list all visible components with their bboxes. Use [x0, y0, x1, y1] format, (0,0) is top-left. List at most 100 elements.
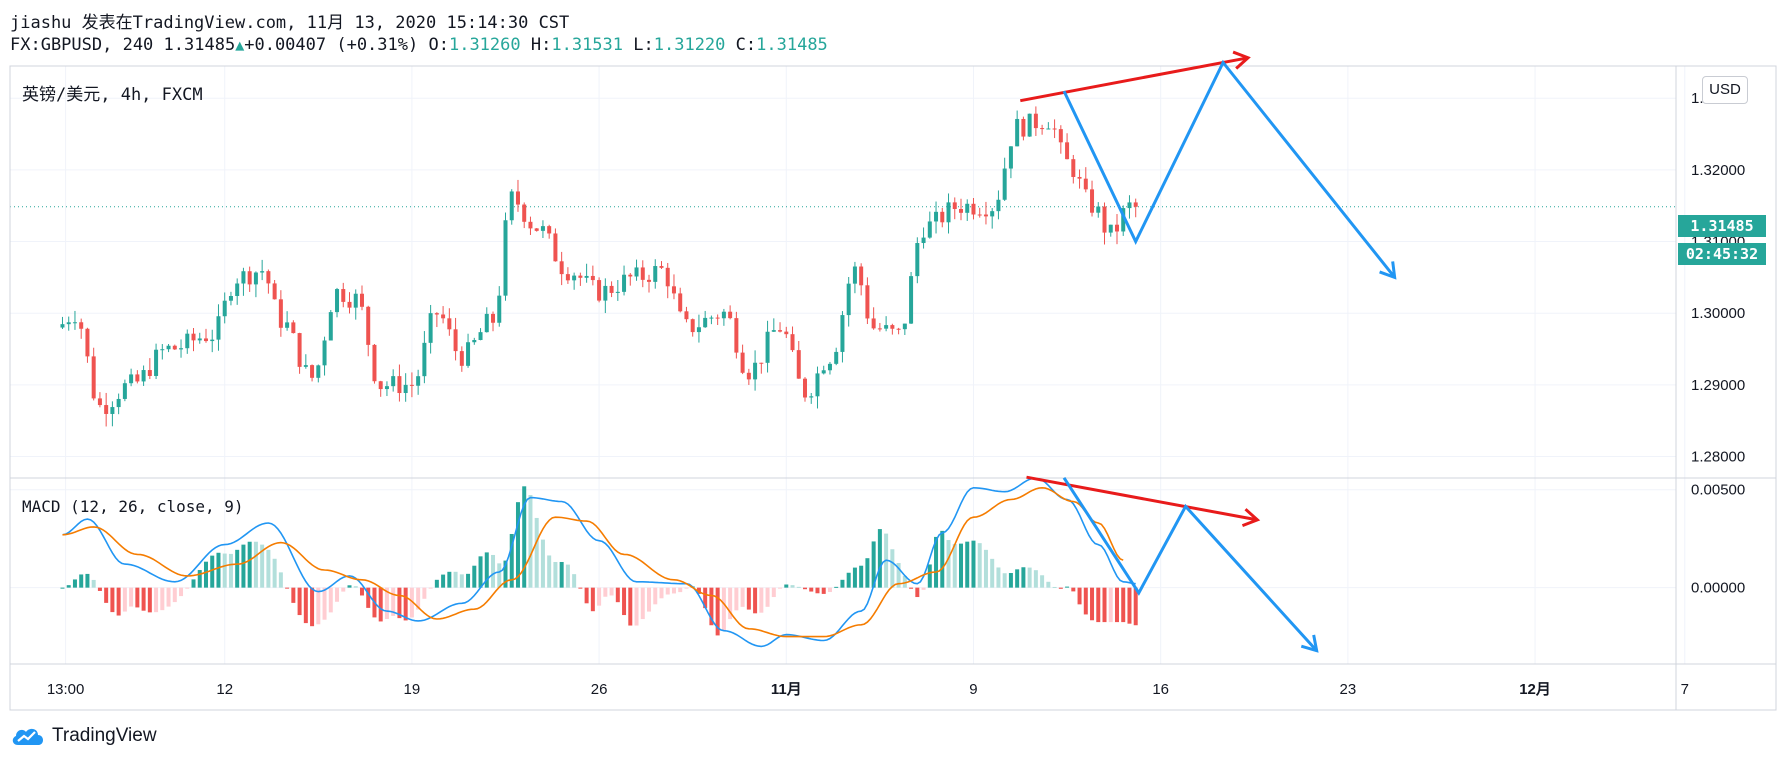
tradingview-logo[interactable]: TradingView: [10, 725, 157, 747]
candle-body: [441, 314, 446, 319]
candle-body: [952, 202, 957, 210]
candle-body: [1121, 208, 1126, 232]
macd-hist-bar: [634, 587, 639, 626]
candle-body: [1108, 224, 1113, 233]
macd-hist-bar: [559, 561, 564, 588]
candle-body: [890, 325, 895, 329]
price-blue-zigzag-head: [1379, 261, 1397, 280]
macd-hist-bar: [272, 558, 277, 588]
macd-hist-bar: [241, 544, 246, 588]
candle-body: [1040, 128, 1045, 130]
macd-hist-bar: [846, 572, 851, 588]
macd-hist-bar: [447, 571, 452, 588]
candle-body: [684, 311, 689, 320]
macd-hist-bar: [584, 587, 589, 604]
candle-body: [553, 233, 558, 262]
candle-body: [622, 274, 627, 292]
candle-body: [366, 306, 371, 345]
macd-hist-bar: [902, 575, 907, 588]
candle-body: [572, 275, 577, 281]
macd-hist-bar: [640, 587, 645, 620]
macd-hist-bar: [172, 587, 177, 603]
macd-hist-bar: [434, 579, 439, 588]
candle-body: [91, 356, 96, 399]
macd-hist-bar: [384, 587, 389, 619]
macd-hist-bar: [72, 579, 77, 588]
candle-body: [122, 383, 127, 399]
macd-hist-bar: [503, 560, 508, 588]
symbol-interval: FX:GBPUSD, 240: [10, 35, 154, 55]
candle-body: [1027, 113, 1032, 137]
candle-body: [147, 370, 152, 376]
macd-hist-bar: [803, 587, 808, 590]
macd-hist-bar: [946, 540, 951, 588]
candle-body: [1058, 129, 1063, 143]
candle-body: [640, 267, 645, 280]
macd-hist-bar: [141, 587, 146, 611]
macd-hist-bar: [1090, 587, 1095, 621]
candle-body: [104, 405, 109, 414]
macd-hist-bar: [359, 587, 364, 596]
macd-hist-bar: [778, 587, 783, 589]
candle-body: [303, 365, 308, 367]
candle-body: [253, 272, 258, 285]
candle-body: [896, 328, 901, 330]
macd-hist-bar: [659, 587, 664, 599]
candle-body: [266, 271, 271, 284]
macd-line: [62, 478, 1136, 648]
macd-hist-bar: [534, 517, 539, 588]
candle-body: [983, 214, 988, 217]
candle-body: [272, 283, 277, 300]
macd-hist-bar: [235, 549, 240, 588]
candle-body: [647, 279, 652, 282]
macd-hist-bar: [91, 579, 96, 588]
candle-body: [141, 370, 146, 382]
time-tick-label: 9: [969, 681, 977, 698]
candle-body: [559, 261, 564, 275]
candle-body: [665, 267, 670, 287]
time-tick-label: 12月: [1519, 681, 1551, 698]
candle-body: [328, 312, 333, 341]
candle-body: [179, 348, 184, 350]
macd-hist-bar: [247, 541, 252, 588]
macd-red-arrow-head: [1241, 508, 1261, 528]
candle-body: [497, 295, 502, 323]
macd-hist-bar: [865, 558, 870, 588]
macd-hist-bar: [291, 587, 296, 603]
macd-hist-bar: [197, 570, 202, 588]
macd-hist-bar: [653, 587, 658, 605]
candle-body: [247, 271, 252, 285]
up-triangle-icon: ▲: [235, 36, 245, 54]
currency-button[interactable]: USD: [1702, 76, 1748, 104]
candle-body: [1077, 176, 1082, 179]
candle-body: [97, 398, 102, 406]
candle-body: [971, 203, 976, 215]
candle-body: [940, 211, 945, 223]
macd-hist-bar: [1008, 573, 1013, 588]
macd-hist-bar: [572, 574, 577, 588]
macd-hist-bar: [890, 549, 895, 588]
macd-hist-bar: [821, 587, 826, 594]
macd-hist-bar: [191, 579, 196, 588]
macd-hist-bar: [459, 574, 464, 588]
candle-body: [260, 271, 265, 273]
candle-body: [690, 319, 695, 333]
candle-body: [503, 220, 508, 296]
macd-blue-zigzag: [1062, 476, 1318, 652]
macd-hist-bar: [1046, 581, 1051, 588]
macd-hist-bar: [522, 486, 527, 588]
macd-hist-bar: [840, 579, 845, 588]
macd-hist-bar: [603, 587, 608, 597]
macd-hist-bar: [79, 574, 84, 588]
macd-hist-bar: [210, 555, 215, 588]
candle-body: [734, 318, 739, 353]
macd-hist-bar: [1071, 587, 1076, 592]
candle-body: [166, 345, 171, 350]
candle-body: [597, 280, 602, 301]
macd-hist-bar: [996, 567, 1001, 588]
candle-body: [759, 362, 764, 364]
macd-hist-bar: [285, 587, 290, 589]
close-value: 1.31485: [756, 35, 828, 55]
candle-body: [709, 317, 714, 319]
